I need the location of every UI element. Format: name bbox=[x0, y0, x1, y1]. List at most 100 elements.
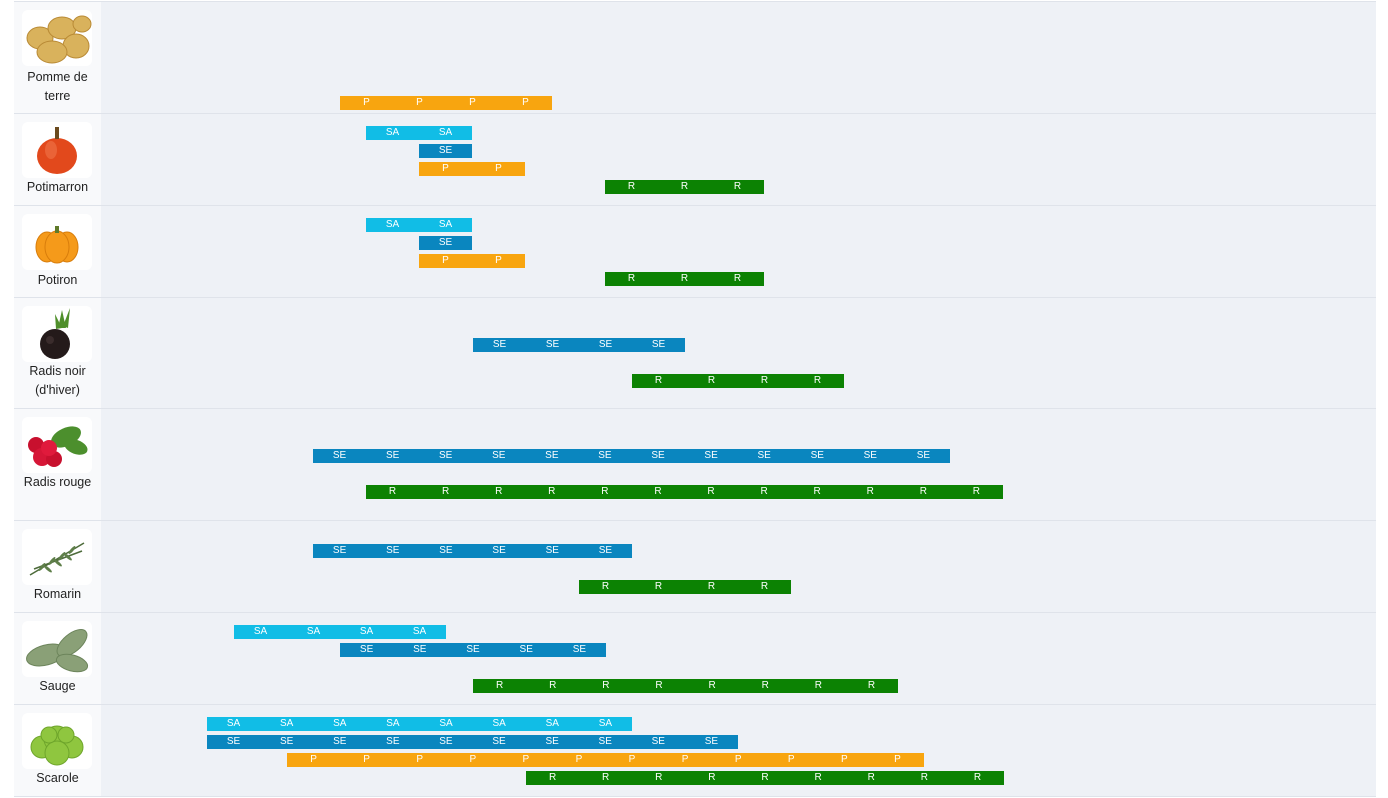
activity-code: SE bbox=[651, 339, 666, 350]
plant-name: Potiron bbox=[37, 273, 78, 287]
activity-code: R bbox=[866, 486, 874, 497]
activity-code: SE bbox=[413, 644, 427, 655]
plant-name: Radis rouge bbox=[23, 475, 92, 489]
black-radish-icon bbox=[22, 306, 92, 362]
activity-bar-sa: SA SA bbox=[366, 126, 472, 140]
activity-code: P bbox=[469, 754, 477, 765]
activity-code: P bbox=[363, 754, 370, 765]
activity-code: R bbox=[548, 772, 557, 783]
activity-code: R bbox=[814, 680, 822, 691]
calendar-grid bbox=[101, 409, 1376, 521]
activity-code: R bbox=[867, 772, 875, 783]
activity-code: SA bbox=[438, 219, 453, 230]
activity-code: P bbox=[363, 97, 370, 108]
plant-row: Romarin SE SE SE SE SE SE R R R R bbox=[14, 520, 1376, 613]
activity-code: SE bbox=[651, 450, 665, 461]
activity-code: R bbox=[655, 772, 663, 783]
activity-code: P bbox=[495, 163, 502, 174]
activity-code: SA bbox=[306, 626, 321, 637]
activity-code: SA bbox=[333, 718, 347, 729]
activity-code: SA bbox=[412, 626, 427, 637]
activity-code: R bbox=[601, 486, 609, 497]
activity-code: P bbox=[681, 754, 689, 765]
activity-code: R bbox=[654, 375, 663, 386]
plant-row: Sauge SA SA SA SA SE SE SE SE SE R R R R R R R R bbox=[14, 612, 1376, 705]
activity-bar-se: SE bbox=[419, 144, 472, 158]
sage-icon bbox=[22, 621, 92, 677]
activity-code: R bbox=[707, 581, 716, 592]
activity-code: R bbox=[627, 273, 636, 284]
activity-code: P bbox=[575, 754, 583, 765]
plant-row: Scarole SA SA SA SA SA SA SA SA SE SE SE SE SE SE SE SE S… bbox=[14, 704, 1376, 797]
activity-code: R bbox=[680, 181, 689, 192]
activity-code: SE bbox=[545, 545, 559, 556]
activity-code: R bbox=[495, 486, 503, 497]
activity-code: P bbox=[442, 255, 449, 266]
activity-code: SA bbox=[545, 718, 559, 729]
activity-code: SE bbox=[916, 450, 931, 461]
plant-name: Sauge bbox=[39, 679, 76, 693]
calendar-grid bbox=[101, 298, 1376, 409]
activity-code: SA bbox=[385, 219, 400, 230]
activity-code: SE bbox=[492, 545, 506, 556]
activity-bar-se: SE SE SE SE SE bbox=[340, 643, 606, 657]
activity-code: SA bbox=[253, 626, 268, 637]
plant-row: Radis noir (d'hiver) SE SE SE SE R R R R bbox=[14, 297, 1376, 409]
activity-code: SE bbox=[598, 736, 612, 747]
activity-code: R bbox=[972, 486, 981, 497]
activity-code: R bbox=[388, 486, 397, 497]
activity-code: P bbox=[495, 255, 502, 266]
plant-name: Scarole bbox=[36, 771, 79, 785]
activity-code: SE bbox=[519, 644, 533, 655]
activity-code: SE bbox=[466, 644, 480, 655]
activity-code: SE bbox=[863, 450, 877, 461]
activity-code: R bbox=[654, 486, 662, 497]
plant-label-cell: Radis rouge bbox=[14, 409, 101, 521]
activity-code: P bbox=[442, 163, 449, 174]
activity-code: R bbox=[760, 581, 769, 592]
rosemary-icon bbox=[22, 529, 92, 585]
activity-code: SA bbox=[438, 127, 453, 138]
activity-code: R bbox=[442, 486, 450, 497]
activity-code: SE bbox=[385, 450, 400, 461]
plant-name: Pomme de terre bbox=[27, 70, 88, 103]
activity-code: P bbox=[894, 754, 901, 765]
activity-code: SA bbox=[385, 127, 400, 138]
activity-code: SE bbox=[333, 736, 347, 747]
activity-code: P bbox=[734, 754, 742, 765]
activity-code: R bbox=[548, 486, 556, 497]
activity-code: P bbox=[787, 754, 795, 765]
activity-bar-sa: SA SA SA SA bbox=[234, 625, 446, 639]
activity-bar-sa: SA SA bbox=[366, 218, 472, 232]
plant-label-cell: Sauge bbox=[14, 613, 101, 705]
plant-row: Radis rouge SE SE SE SE SE SE SE SE SE SE SE SE R R R R R… bbox=[14, 408, 1376, 521]
plant-row: Pomme de terrePPPPRRRR bbox=[14, 1, 1376, 128]
activity-code: R bbox=[627, 181, 636, 192]
activity-code: SE bbox=[545, 450, 559, 461]
activity-code: R bbox=[680, 273, 689, 284]
activity-code: SE bbox=[757, 450, 771, 461]
activity-code: R bbox=[654, 581, 663, 592]
activity-code: R bbox=[602, 680, 610, 691]
activity-code: SE bbox=[810, 450, 824, 461]
plant-row: Potimarron SA SA SE P P R R R bbox=[14, 113, 1376, 206]
activity-bar-se: SE SE SE SE bbox=[473, 338, 685, 352]
activity-code: SE bbox=[439, 736, 453, 747]
activity-code: SE bbox=[438, 145, 453, 156]
activity-bar-se: SE SE SE SE SE SE bbox=[313, 544, 632, 558]
activity-code: SE bbox=[598, 339, 613, 350]
activity-code: R bbox=[707, 375, 716, 386]
activity-code: SE bbox=[572, 644, 587, 655]
activity-code: SE bbox=[332, 450, 347, 461]
activity-code: SE bbox=[598, 545, 613, 556]
activity-code: SA bbox=[226, 718, 241, 729]
activity-bar-se: SE bbox=[419, 236, 472, 250]
activity-code: P bbox=[469, 97, 476, 108]
activity-bar-se: SE SE SE SE SE SE SE SE SE SE bbox=[207, 735, 738, 749]
